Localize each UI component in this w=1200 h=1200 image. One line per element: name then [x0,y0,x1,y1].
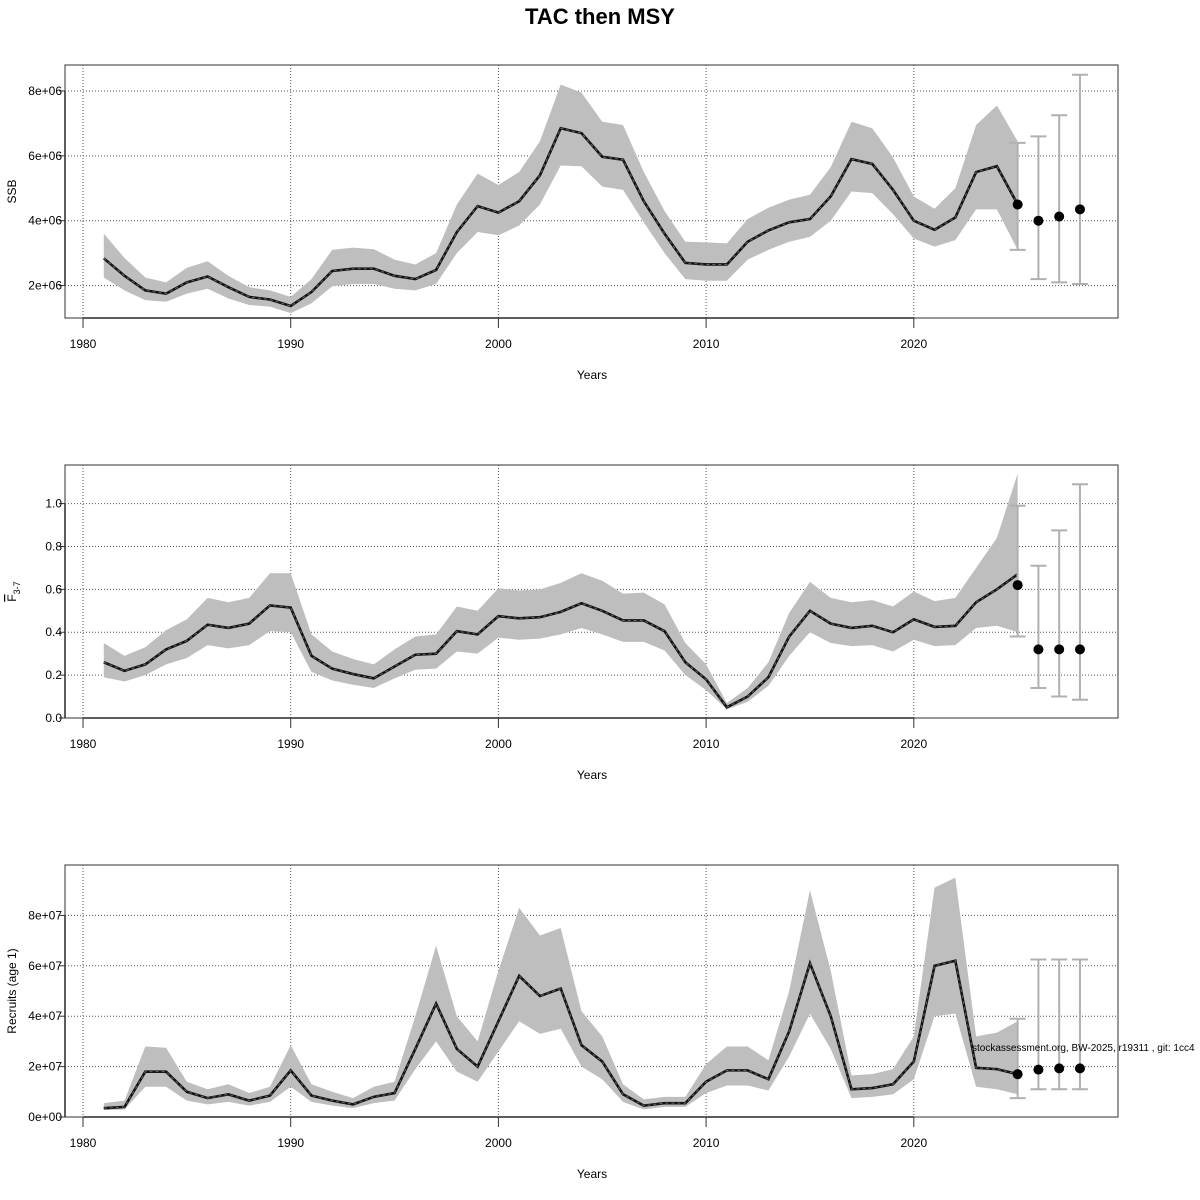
x-tick-label: 2000 [485,1136,512,1150]
x-tick-label: 2020 [900,337,927,351]
y-tick-label: 8e+07 [28,908,62,922]
projection-point [1074,644,1085,655]
y-tick-label: 8e+06 [28,84,62,98]
y-axis-label: SSB [5,179,19,203]
y-tick-label: 0.4 [45,625,62,639]
x-tick-label: 2020 [900,1136,927,1150]
x-tick-label: 1980 [70,337,97,351]
y-tick-label: 2e+06 [28,279,62,293]
projection-point [1012,580,1023,591]
x-tick-label: 2000 [485,737,512,751]
x-tick-label: 1990 [277,337,304,351]
panel-2: 1980 1990 2000 2010 2020 0.0 0.2 0.4 0.6 0.8 1.0 Ye… [5,464,1119,782]
y-tick-label: 0.2 [45,668,62,682]
x-tick-label: 2010 [693,337,720,351]
panel-1: 1980 1990 2000 2010 2020 2e+06 4e+06 6e+06 8e+06… [5,64,1119,382]
confidence-band [103,84,1018,314]
projection-point [1012,199,1023,210]
x-axis-label: Years [577,1167,607,1181]
y-tick-label: 0e+00 [28,1110,62,1124]
projection-point [1054,211,1065,222]
y-tick-label: 2e+07 [28,1060,62,1074]
confidence-band [103,473,1018,710]
footnote: stockassessment.org, BW-2025, r19311 , g… [972,1043,1195,1054]
y-tick-label: 4e+07 [28,1009,62,1023]
chart-title: TAC then MSY [525,4,675,29]
y-tick-label: 4e+06 [28,214,62,228]
projection-point [1012,1069,1023,1080]
y-tick-label: 6e+06 [28,149,62,163]
x-tick-label: 1990 [277,1136,304,1150]
x-tick-label: 1980 [70,1136,97,1150]
x-axis-label: Years [577,368,607,382]
estimate-line-dash [103,573,1018,708]
x-axis-label: Years [577,768,607,782]
projection-point [1054,1063,1065,1074]
estimate-line-dash [103,960,1018,1109]
x-tick-label: 1990 [277,737,304,751]
x-tick-label: 2010 [693,1136,720,1150]
y-tick-label: 0.6 [45,582,62,596]
estimate-line-dash [103,127,1019,307]
y-tick-label: 0.8 [45,539,62,553]
y-axis-label: F3-7 [5,581,22,601]
x-tick-label: 2020 [900,737,927,751]
x-tick-label: 1980 [70,737,97,751]
y-tick-label: 0.0 [45,711,62,725]
projection-point [1054,644,1065,655]
projection-point [1074,1063,1085,1074]
confidence-band [103,877,1018,1110]
projection-point [1033,215,1044,226]
y-tick-label: 6e+07 [28,959,62,973]
panel-3: 1980 1990 2000 2010 2020 0e+00 2e+07 4e+07 6e+07… [5,864,1119,1181]
x-tick-label: 2000 [485,337,512,351]
x-tick-label: 2010 [693,737,720,751]
y-tick-label: 1.0 [45,497,62,511]
projection-point [1074,204,1085,215]
projection-point [1033,1064,1044,1075]
projection-point [1033,644,1044,655]
y-axis-label: Recruits (age 1) [5,948,19,1033]
